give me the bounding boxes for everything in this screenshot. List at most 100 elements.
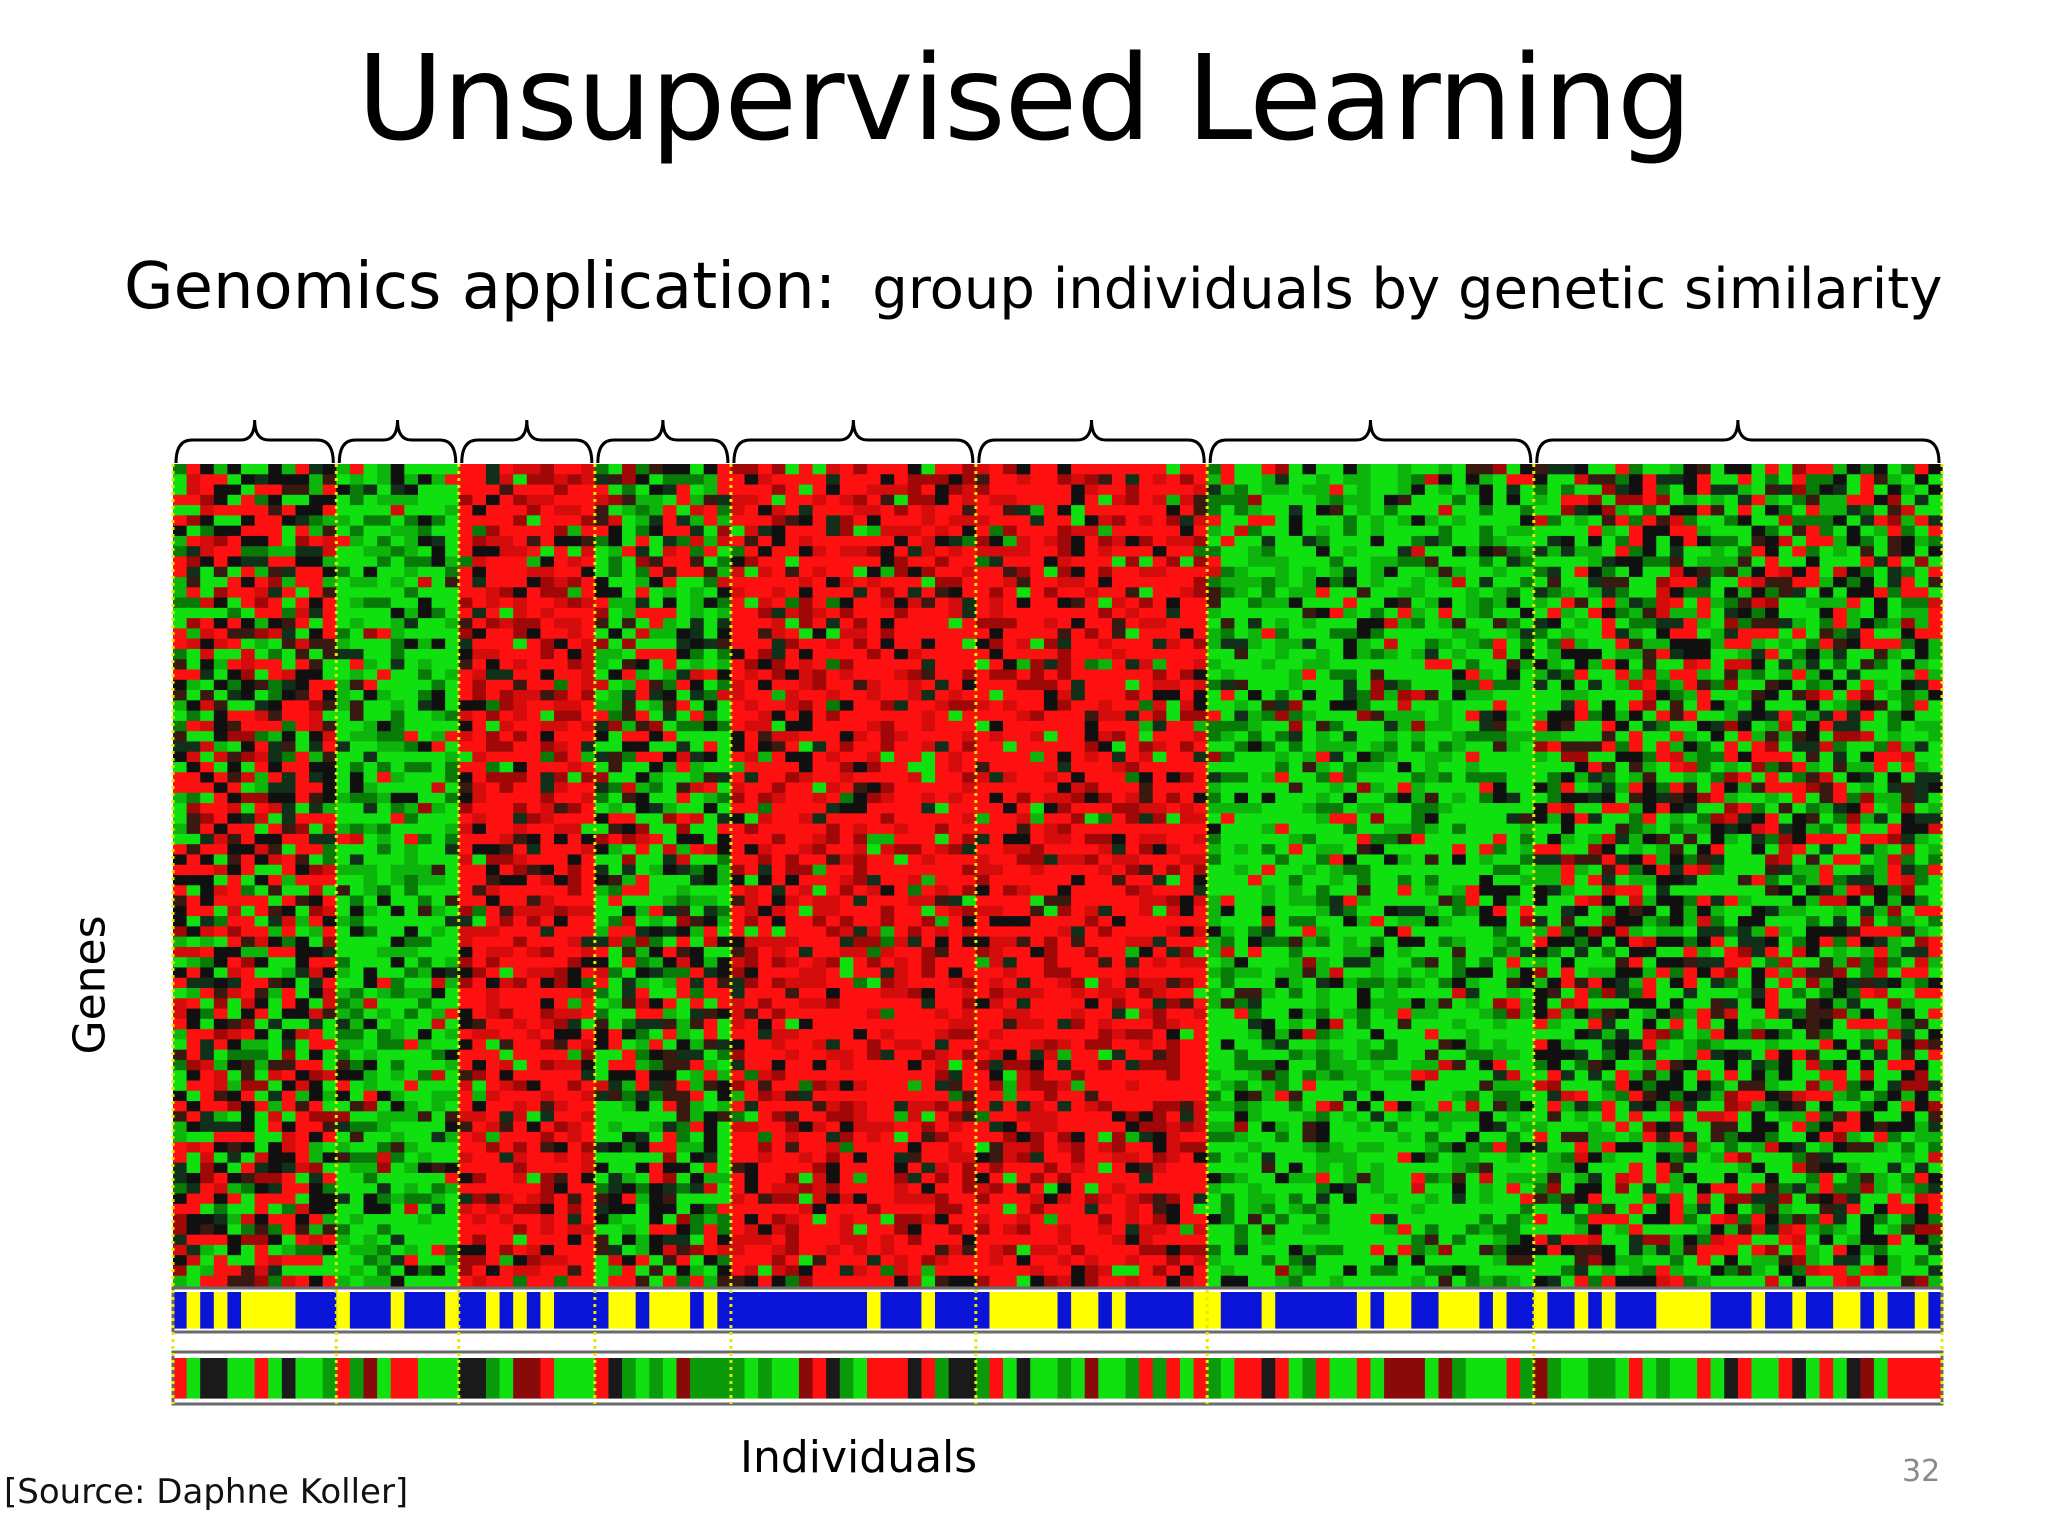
heatmap-cell [812, 731, 827, 743]
heatmap-cell [513, 484, 528, 496]
heatmap-cell [866, 710, 882, 722]
heatmap-cell [309, 1265, 324, 1277]
heatmap-cell [894, 618, 909, 630]
heatmap-cell [608, 1203, 623, 1215]
heatmap-cell [744, 1214, 759, 1225]
heatmap-cell [567, 679, 582, 691]
heatmap-cell [485, 1152, 501, 1164]
heatmap-cell [200, 1049, 215, 1061]
heatmap-cell [241, 505, 256, 516]
heatmap-cell [798, 1029, 814, 1041]
heatmap-cell [173, 1039, 188, 1051]
heatmap-cell [622, 1275, 637, 1287]
heatmap-cell [649, 957, 664, 969]
heatmap-cell [390, 484, 405, 496]
heatmap-cell [785, 1244, 800, 1256]
heatmap-cell [662, 761, 678, 773]
heatmap-cell [186, 1172, 201, 1184]
heatmap-cell [785, 1090, 800, 1102]
heatmap-cell [744, 720, 759, 732]
heatmap-cell [866, 597, 882, 609]
heatmap-cell [213, 1131, 229, 1143]
heatmap-cell [676, 1101, 691, 1112]
heatmap-cell [798, 1101, 814, 1112]
heatmap-cell [622, 926, 637, 938]
heatmap-cell [200, 628, 215, 640]
heatmap-cell [295, 885, 310, 897]
heatmap-cell [948, 535, 963, 547]
heatmap-cell [567, 936, 582, 948]
heatmap-cell [322, 1059, 337, 1071]
heatmap-cell [798, 1131, 814, 1143]
heatmap-cell [935, 1172, 950, 1184]
heatmap-cell [336, 587, 351, 599]
heatmap-cell [499, 823, 514, 835]
heatmap-cell [417, 474, 433, 486]
heatmap-cell [975, 977, 991, 989]
heatmap-cell [581, 1029, 596, 1041]
heatmap-cell [853, 607, 868, 619]
heatmap-cell [907, 936, 923, 948]
heatmap-cell [744, 1203, 759, 1215]
heatmap-cell [431, 700, 446, 712]
heatmap-cell [200, 1029, 215, 1041]
heatmap-cell [499, 926, 514, 938]
heatmap-cell [662, 1101, 678, 1112]
heatmap-cell [730, 1039, 746, 1051]
heatmap-cell [173, 494, 188, 506]
heatmap-cell [309, 566, 324, 578]
heatmap-cell [880, 936, 895, 948]
heatmap-cell [758, 1275, 773, 1287]
heatmap-cell [853, 864, 868, 876]
heatmap-cell [567, 1039, 582, 1051]
heatmap-cell [853, 792, 868, 804]
heatmap-cell [526, 875, 542, 886]
heatmap-cell [431, 731, 446, 743]
heatmap-cell [690, 1090, 705, 1102]
heatmap-cell [186, 1131, 201, 1143]
heatmap-cell [839, 1203, 854, 1215]
heatmap-cell [690, 669, 705, 681]
heatmap-cell [948, 515, 963, 527]
heatmap-cell [962, 1142, 977, 1154]
heatmap-cell [839, 494, 854, 506]
heatmap-cell [635, 1224, 650, 1236]
heatmap-cell [880, 957, 895, 969]
heatmap-cell [268, 1224, 283, 1236]
heatmap-cell [485, 967, 501, 979]
heatmap-cell [254, 1183, 269, 1195]
heatmap-cell [771, 1111, 786, 1123]
heatmap-cell [200, 1203, 215, 1215]
heatmap-cell [458, 535, 473, 547]
heatmap-cell [730, 1131, 746, 1143]
heatmap-cell [268, 1172, 283, 1184]
heatmap-cell [241, 895, 256, 907]
heatmap-cell [472, 916, 487, 927]
heatmap-cell [281, 464, 297, 475]
heatmap-cell [1003, 669, 1018, 681]
heatmap-cell [676, 926, 691, 938]
heatmap-cell [254, 844, 269, 856]
heatmap-cell [907, 1039, 923, 1051]
heatmap-cell [690, 464, 705, 475]
heatmap-cell [554, 1070, 569, 1082]
heatmap-cell [649, 1049, 664, 1061]
heatmap-cell [417, 1234, 433, 1246]
heatmap-cell [458, 761, 473, 773]
heatmap-cell [921, 607, 936, 619]
heatmap-cell [948, 854, 963, 866]
heatmap-cell [173, 803, 188, 814]
heatmap-cell [975, 761, 991, 773]
heatmap-cell [445, 803, 460, 814]
heatmap-cell [336, 700, 351, 712]
heatmap-cell [404, 926, 419, 938]
heatmap-cell [880, 546, 895, 558]
heatmap-cell [866, 772, 882, 784]
heatmap-cell [962, 525, 977, 537]
heatmap-cell [894, 505, 909, 516]
heatmap-cell [581, 977, 596, 989]
heatmap-cell [839, 916, 854, 927]
heatmap-cell [173, 895, 188, 907]
heatmap-cell [921, 648, 936, 660]
heatmap-cell [404, 1070, 419, 1082]
